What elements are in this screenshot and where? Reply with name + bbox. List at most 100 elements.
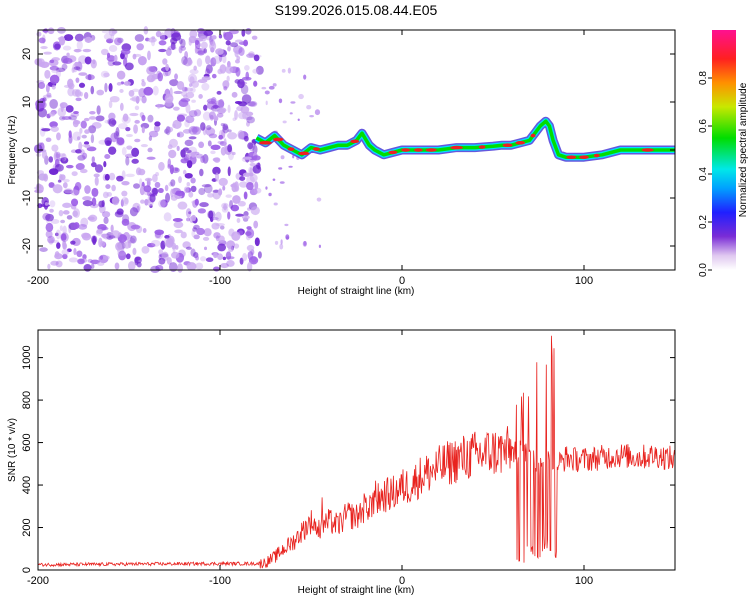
noise-speckle bbox=[45, 213, 54, 222]
noise-speckle bbox=[196, 58, 203, 67]
ridge-peak-spot bbox=[530, 133, 536, 138]
noise-speckle bbox=[165, 192, 170, 203]
noise-speckle bbox=[48, 182, 55, 188]
noise-speckle bbox=[239, 176, 246, 182]
noise-speckle bbox=[309, 114, 314, 118]
noise-speckle bbox=[272, 83, 277, 87]
noise-speckle bbox=[316, 197, 322, 202]
noise-speckle bbox=[124, 153, 134, 159]
noise-speckle bbox=[144, 177, 153, 182]
noise-speckle bbox=[116, 70, 126, 80]
noise-speckle bbox=[102, 255, 110, 260]
noise-speckle bbox=[94, 164, 104, 173]
noise-speckle bbox=[176, 114, 185, 122]
noise-speckle bbox=[211, 222, 220, 230]
noise-speckle bbox=[250, 206, 260, 216]
noise-speckle bbox=[108, 44, 118, 53]
snr-x-tick-label: -200 bbox=[27, 575, 49, 587]
noise-speckle bbox=[155, 30, 162, 38]
noise-speckle bbox=[182, 169, 187, 175]
noise-speckle bbox=[114, 262, 120, 270]
noise-speckle bbox=[107, 118, 112, 125]
noise-speckle bbox=[75, 163, 85, 171]
noise-speckle bbox=[76, 40, 83, 50]
noise-speckle bbox=[198, 141, 205, 149]
noise-speckle bbox=[49, 208, 54, 213]
colorbar-ticks: 0.0 0.2 0.4 0.6 0.8 bbox=[698, 71, 712, 277]
noise-speckle bbox=[249, 188, 258, 196]
noise-speckle bbox=[184, 172, 193, 179]
noise-speckle bbox=[249, 172, 254, 177]
noise-speckle bbox=[168, 262, 178, 273]
noise-speckle bbox=[54, 43, 61, 50]
noise-speckle bbox=[318, 244, 322, 248]
noise-speckle bbox=[80, 168, 88, 174]
noise-speckle bbox=[231, 151, 236, 156]
noise-speckle bbox=[242, 156, 252, 160]
noise-speckle bbox=[205, 64, 213, 74]
noise-speckle bbox=[49, 59, 55, 64]
noise-speckle bbox=[108, 235, 116, 239]
noise-speckle bbox=[188, 211, 192, 215]
noise-speckle bbox=[62, 202, 72, 208]
noise-speckle bbox=[157, 188, 164, 194]
noise-speckle bbox=[238, 47, 245, 56]
noise-speckle bbox=[149, 193, 156, 203]
noise-speckle bbox=[61, 116, 72, 120]
noise-speckle bbox=[172, 119, 182, 130]
noise-speckle bbox=[147, 50, 151, 61]
noise-speckle bbox=[280, 155, 285, 160]
noise-speckle bbox=[246, 116, 255, 124]
noise-speckle bbox=[287, 67, 292, 74]
colorbar-tick-label: 0.8 bbox=[698, 71, 709, 85]
ridge-peak-spot bbox=[515, 141, 526, 145]
noise-speckle bbox=[219, 225, 225, 230]
noise-speckle bbox=[205, 257, 214, 263]
noise-speckle bbox=[225, 65, 234, 74]
noise-speckle bbox=[223, 138, 227, 148]
noise-speckle bbox=[190, 177, 196, 184]
noise-speckle bbox=[56, 242, 61, 249]
noise-speckle bbox=[84, 56, 92, 65]
snr-panel: -200 -100 0 100 0 200 400 600 800 1000 Height of… bbox=[7, 329, 676, 596]
noise-speckle bbox=[153, 124, 161, 133]
noise-speckle bbox=[141, 114, 146, 122]
noise-speckle bbox=[273, 202, 278, 206]
noise-speckle bbox=[45, 137, 52, 142]
noise-speckle bbox=[82, 196, 92, 201]
noise-speckle bbox=[88, 116, 97, 120]
noise-speckle bbox=[282, 120, 287, 124]
noise-speckle bbox=[213, 252, 218, 259]
snr-x-axis-label: Height of straight line (km) bbox=[298, 585, 415, 596]
noise-speckle bbox=[134, 34, 145, 42]
ridge-peak-spot bbox=[478, 145, 486, 149]
noise-speckle bbox=[303, 74, 307, 80]
noise-speckle bbox=[44, 69, 51, 79]
snr-plot-area bbox=[38, 330, 675, 570]
noise-speckle bbox=[47, 27, 55, 35]
noise-speckle bbox=[90, 85, 95, 95]
noise-speckle bbox=[55, 229, 61, 240]
noise-speckle bbox=[81, 232, 91, 239]
noise-speckle bbox=[109, 95, 120, 103]
noise-speckle bbox=[51, 57, 60, 62]
noise-speckle bbox=[229, 42, 239, 48]
noise-speckle bbox=[116, 137, 125, 146]
noise-speckle bbox=[186, 160, 193, 169]
noise-speckle bbox=[121, 196, 129, 207]
noise-speckle bbox=[119, 88, 124, 93]
noise-speckle bbox=[242, 76, 252, 81]
noise-speckle bbox=[235, 66, 241, 77]
noise-speckle bbox=[125, 156, 130, 166]
noise-speckle bbox=[215, 211, 222, 222]
noise-speckle bbox=[91, 156, 95, 163]
noise-speckle bbox=[45, 83, 50, 93]
noise-speckle bbox=[103, 216, 109, 225]
noise-speckle bbox=[243, 211, 249, 217]
noise-speckle bbox=[221, 206, 229, 213]
noise-speckle bbox=[66, 52, 70, 57]
noise-speckle bbox=[110, 224, 114, 233]
noise-speckle bbox=[191, 99, 196, 103]
noise-speckle bbox=[170, 179, 176, 187]
noise-speckle bbox=[175, 190, 185, 197]
